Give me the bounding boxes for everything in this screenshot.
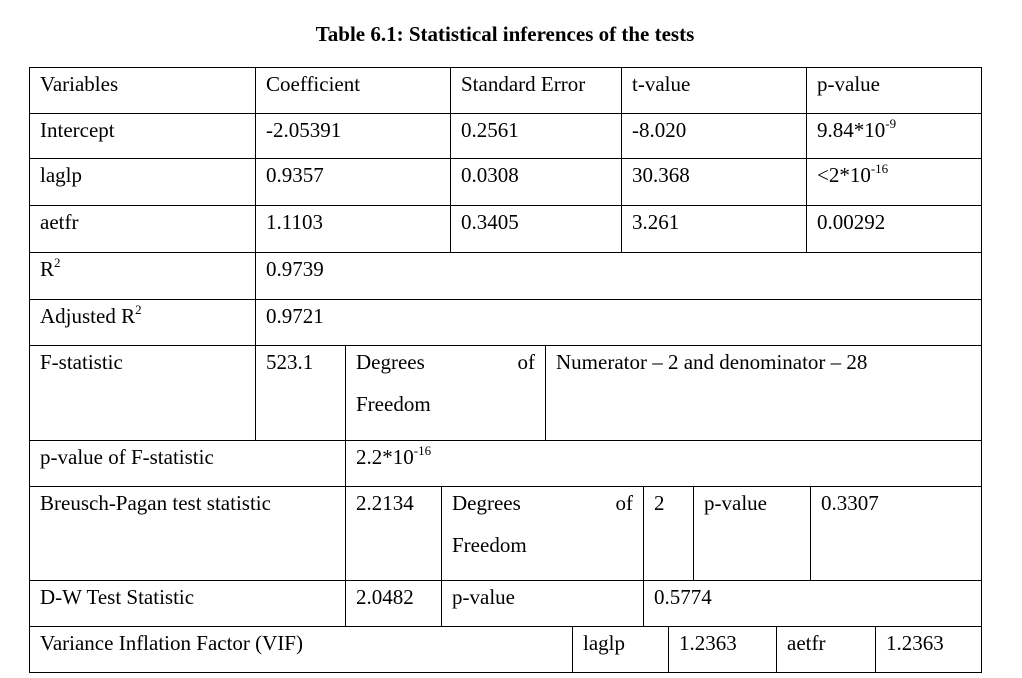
table-cell: 30.368 (621, 158, 807, 206)
cell-text: 9.84*10 (817, 118, 886, 142)
cell-text: Adjusted R (40, 304, 136, 328)
cell-text: R (40, 257, 55, 281)
table-cell: 2.0482 (345, 580, 442, 627)
superscript: 2 (135, 302, 142, 317)
table-cell: F-statistic (29, 345, 256, 441)
table-cell: Degrees of Freedom (345, 345, 546, 441)
table-cell: Degrees of Freedom (441, 486, 644, 581)
table-cell: 1.1103 (255, 205, 451, 253)
table-cell: 0.5774 (643, 580, 982, 627)
table-cell: 0.0308 (450, 158, 622, 206)
table-cell: Breusch-Pagan test statistic (29, 486, 346, 581)
superscript: -16 (870, 161, 889, 176)
cell-line: Degrees of (356, 350, 535, 374)
table-cell: aetfr (29, 205, 256, 253)
cell-line: Freedom (452, 533, 527, 557)
table-cell: 1.2363 (875, 626, 982, 673)
table-cell: Standard Error (450, 67, 622, 114)
table-cell: 2 (643, 486, 694, 581)
table-cell: Variables (29, 67, 256, 114)
table-cell: Numerator – 2 and denominator – 28 (545, 345, 982, 441)
cell-text: <2*10 (817, 163, 871, 187)
superscript: 2 (54, 255, 61, 270)
table-cell: -2.05391 (255, 113, 451, 159)
table-cell: aetfr (776, 626, 876, 673)
table-cell: Coefficient (255, 67, 451, 114)
table-cell: t-value (621, 67, 807, 114)
table-cell: 0.9739 (255, 252, 982, 300)
table-cell: 3.261 (621, 205, 807, 253)
table-cell: Intercept (29, 113, 256, 159)
table-cell: 0.9357 (255, 158, 451, 206)
superscript: -16 (413, 443, 432, 458)
cell-line: Degrees of (452, 491, 633, 515)
table-cell: p-value (441, 580, 644, 627)
table-cell: p-value of F-statistic (29, 440, 346, 487)
table-cell: 9.84*10-9 (806, 113, 982, 159)
table-cell: 0.3405 (450, 205, 622, 253)
table-cell: R2 (29, 252, 256, 300)
table-cell: 0.9721 (255, 299, 982, 346)
table-cell: p-value (693, 486, 811, 581)
table-cell: 1.2363 (668, 626, 777, 673)
table-cell: Variance Inflation Factor (VIF) (29, 626, 573, 673)
table-cell: p-value (806, 67, 982, 114)
table-cell: -8.020 (621, 113, 807, 159)
table-cell: laglp (29, 158, 256, 206)
table-cell: 2.2*10-16 (345, 440, 982, 487)
table-title: Table 6.1: Statistical inferences of the… (315, 22, 695, 46)
table-cell: 523.1 (255, 345, 346, 441)
table-cell: 2.2134 (345, 486, 442, 581)
table-cell: 0.2561 (450, 113, 622, 159)
cell-text: 2.2*10 (356, 445, 414, 469)
table-cell: <2*10-16 (806, 158, 982, 206)
table-cell: laglp (572, 626, 669, 673)
table-cell: 0.00292 (806, 205, 982, 253)
table-cell: D-W Test Statistic (29, 580, 346, 627)
superscript: -9 (885, 116, 897, 131)
table-cell: Adjusted R2 (29, 299, 256, 346)
table-cell: 0.3307 (810, 486, 982, 581)
cell-line: Freedom (356, 392, 431, 416)
